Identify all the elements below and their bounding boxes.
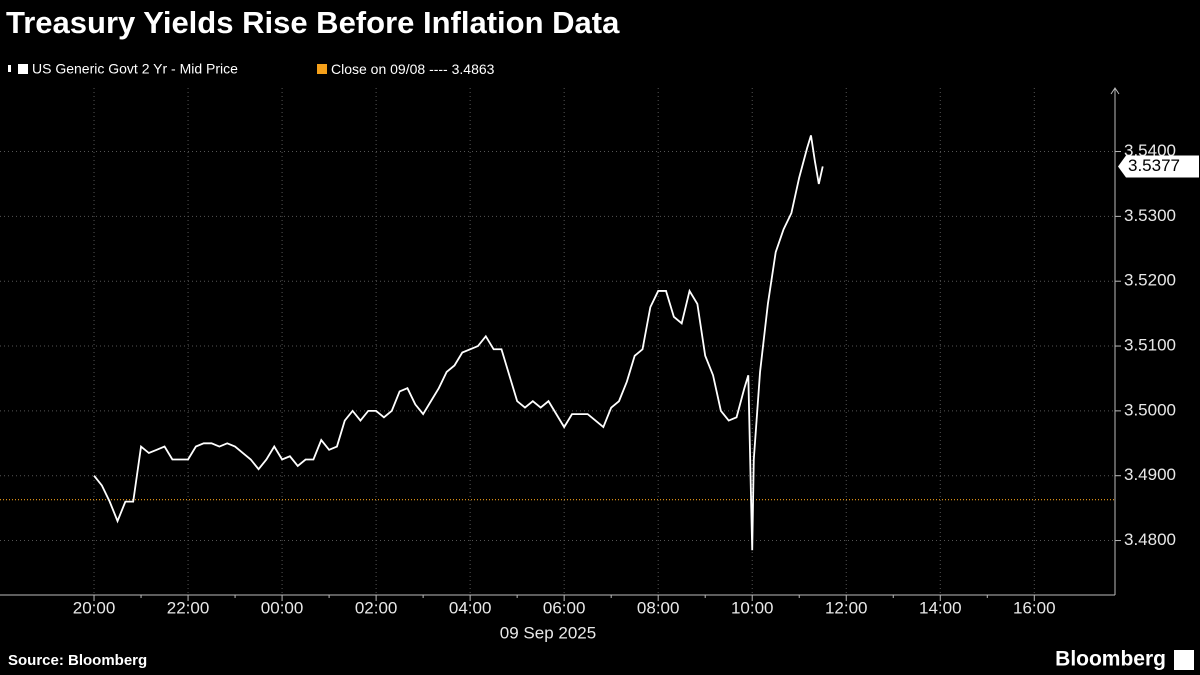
y-tick-label: 3.4900 <box>1124 465 1176 484</box>
x-tick-label: 20:00 <box>73 598 116 617</box>
y-tick-label: 3.5100 <box>1124 336 1176 355</box>
last-value-label: 3.5377 <box>1128 156 1180 175</box>
x-tick-label: 02:00 <box>355 598 398 617</box>
y-tick-label: 3.4800 <box>1124 530 1176 549</box>
legend-swatch-icon <box>8 65 11 72</box>
x-tick-label: 04:00 <box>449 598 492 617</box>
x-tick-label: 14:00 <box>919 598 962 617</box>
x-tick-label: 06:00 <box>543 598 586 617</box>
series-line <box>93 135 824 551</box>
x-tick-label: 00:00 <box>261 598 304 617</box>
y-tick-label: 3.5400 <box>1124 141 1176 160</box>
x-tick-label: 22:00 <box>167 598 210 617</box>
y-tick-label: 3.5200 <box>1124 271 1176 290</box>
legend-label: Close on 09/08 ---- <box>331 61 448 77</box>
x-tick-label: 12:00 <box>825 598 868 617</box>
x-tick-label: 10:00 <box>731 598 774 617</box>
y-axis-arrow <box>1110 87 1120 95</box>
legend-swatch <box>18 64 28 74</box>
x-tick-label: 16:00 <box>1013 598 1056 617</box>
brand-icon <box>1174 650 1194 670</box>
y-tick-label: 3.5000 <box>1124 400 1176 419</box>
legend-label: Close on 09/08 ---- 3.4863 <box>331 61 495 77</box>
brand: Bloomberg <box>1055 648 1166 671</box>
x-axis-label: 09 Sep 2025 <box>500 623 596 642</box>
y-tick-label: 3.5300 <box>1124 206 1176 225</box>
x-tick-label: 08:00 <box>637 598 680 617</box>
legend-value: 3.4863 <box>452 61 495 77</box>
legend: US Generic Govt 2 Yr - Mid Price Close o… <box>8 61 495 77</box>
legend-label: US Generic Govt 2 Yr - Mid Price <box>32 61 238 77</box>
legend-swatch <box>317 64 327 74</box>
source: Source: Bloomberg <box>8 652 147 669</box>
chart-title: Treasury Yields Rise Before Inflation Da… <box>6 5 620 40</box>
last-value-box <box>1118 155 1199 178</box>
